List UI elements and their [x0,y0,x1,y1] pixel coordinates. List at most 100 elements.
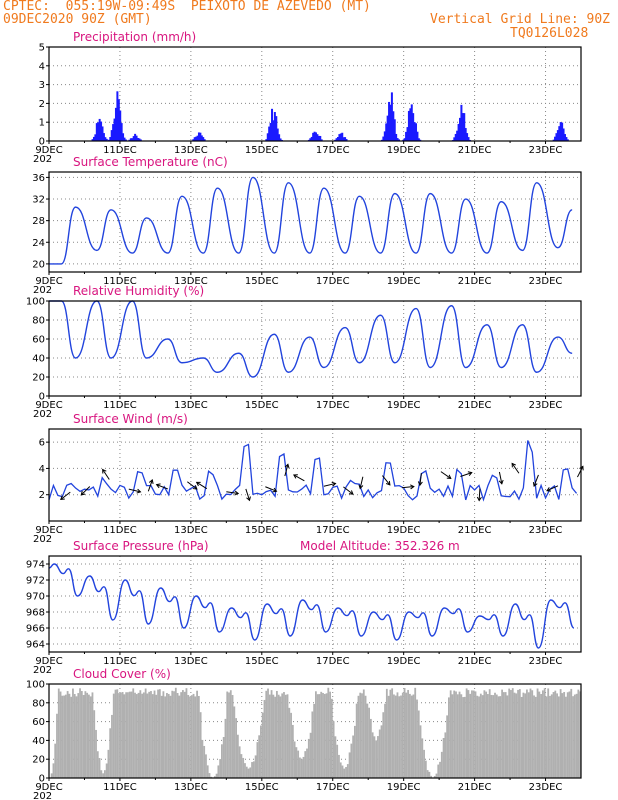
precip-bar [92,136,95,141]
wind-arrow-head [331,481,337,487]
precip-bar [393,119,396,141]
cloud-bar [194,696,197,778]
x-tick-label: 19DEC [387,400,421,411]
cloud-bar [309,732,312,778]
cloud-bar [89,696,92,778]
cloud-bar [153,690,156,778]
cloud-bar [162,691,165,778]
x-tick-label: 9DEC [35,656,62,667]
precip-bar [276,128,279,141]
cloud-bar [463,696,466,778]
y-tick-label: 40 [32,736,45,747]
cloud-bar [442,737,445,778]
panel-title: Surface Pressure (hPa) [73,539,209,553]
precip-bar [101,126,104,141]
cloud-bar [201,739,204,778]
precip-bar [313,131,316,141]
cloud-bar [391,688,394,778]
cloud-bar [573,694,576,778]
cloud-bar [440,751,443,778]
cloud-bar [428,771,431,778]
cloud-bar [350,743,353,778]
y-tick-label: 28 [32,216,45,227]
x-tick-label: 15DEC [245,656,279,667]
wind-arrow [460,472,472,477]
x-tick-label: 23DEC [529,400,563,411]
precip-bar [122,133,125,141]
cloud-bar [75,696,78,778]
precip-bar [419,139,422,141]
cloud-bar [343,768,346,778]
precip-bar [561,122,564,141]
cloud-bar [174,687,177,778]
panel-4: Surface Wind (m/s) 2 4 6 9DEC 11DEC 13DEC 15DEC… [33,412,584,545]
cloud-bar [318,694,321,778]
wind-arrow-head [498,479,504,485]
cloud-bar [231,695,234,778]
precip-bar [344,137,347,141]
y-tick-label: 4 [39,464,45,475]
precip-bar [107,139,110,141]
x-tick-label: 19DEC [387,782,421,793]
cloud-bar [515,693,518,778]
cloud-bar [410,695,413,778]
precip-bar [197,132,200,141]
cloud-bar [375,740,378,778]
cloud-bar [116,689,119,778]
cloud-bar [251,762,253,778]
y-tick-label: 20 [32,755,45,766]
precip-bar [405,131,408,141]
cloud-bar [384,703,386,778]
x-tick-label: 21DEC [458,276,492,287]
cloud-bar [290,712,292,778]
cloud-bar [119,692,122,778]
precip-bar [94,134,97,141]
cloud-bar [176,692,179,778]
cloud-bar [448,697,450,778]
precip-bar [113,118,116,141]
x-tick-label: 11DEC [103,525,137,536]
precip-bar [109,137,112,141]
cloud-bar [316,694,319,778]
cloud-bar [134,692,136,778]
panel-frame [48,300,582,397]
cloud-bar [73,694,76,778]
cloud-bar [199,712,202,778]
wind-arrow [498,471,503,484]
cloud-bar [322,692,324,778]
precip-bar [386,115,389,141]
cloud-bar [256,742,259,778]
cloud-bar [478,696,480,778]
cloud-bar [424,760,427,778]
x-tick-label: 21DEC [458,525,492,536]
cloud-bar [403,688,406,778]
wind-arrow [546,485,559,492]
cloud-bar [472,690,475,778]
precip-bar [275,116,278,141]
cloud-bar [465,688,468,778]
cloud-bar [274,696,277,778]
precip-bar [341,132,344,141]
cloud-bar [275,690,278,778]
cloud-bar [389,689,392,778]
cloud-bar [229,690,232,778]
precip-bar [129,138,132,141]
x-tick-label: 11DEC [103,782,137,793]
y-tick-label: 80 [32,316,45,327]
wind-arrow-head [192,485,198,490]
cloud-bar [552,692,555,778]
precip-bar [272,120,275,141]
y-tick-label: 36 [32,173,45,184]
cloud-bar [394,695,397,778]
cloud-bar [228,692,230,778]
cloud-bar [268,694,271,778]
precip-bar [102,133,105,141]
cloud-bar [142,692,145,778]
y-tick-label: 80 [32,698,45,709]
wind-arrow [196,481,208,490]
cloud-bar [338,754,340,778]
cloud-bar [297,750,300,778]
precip-bar [395,133,398,141]
cloud-bar [254,755,257,778]
